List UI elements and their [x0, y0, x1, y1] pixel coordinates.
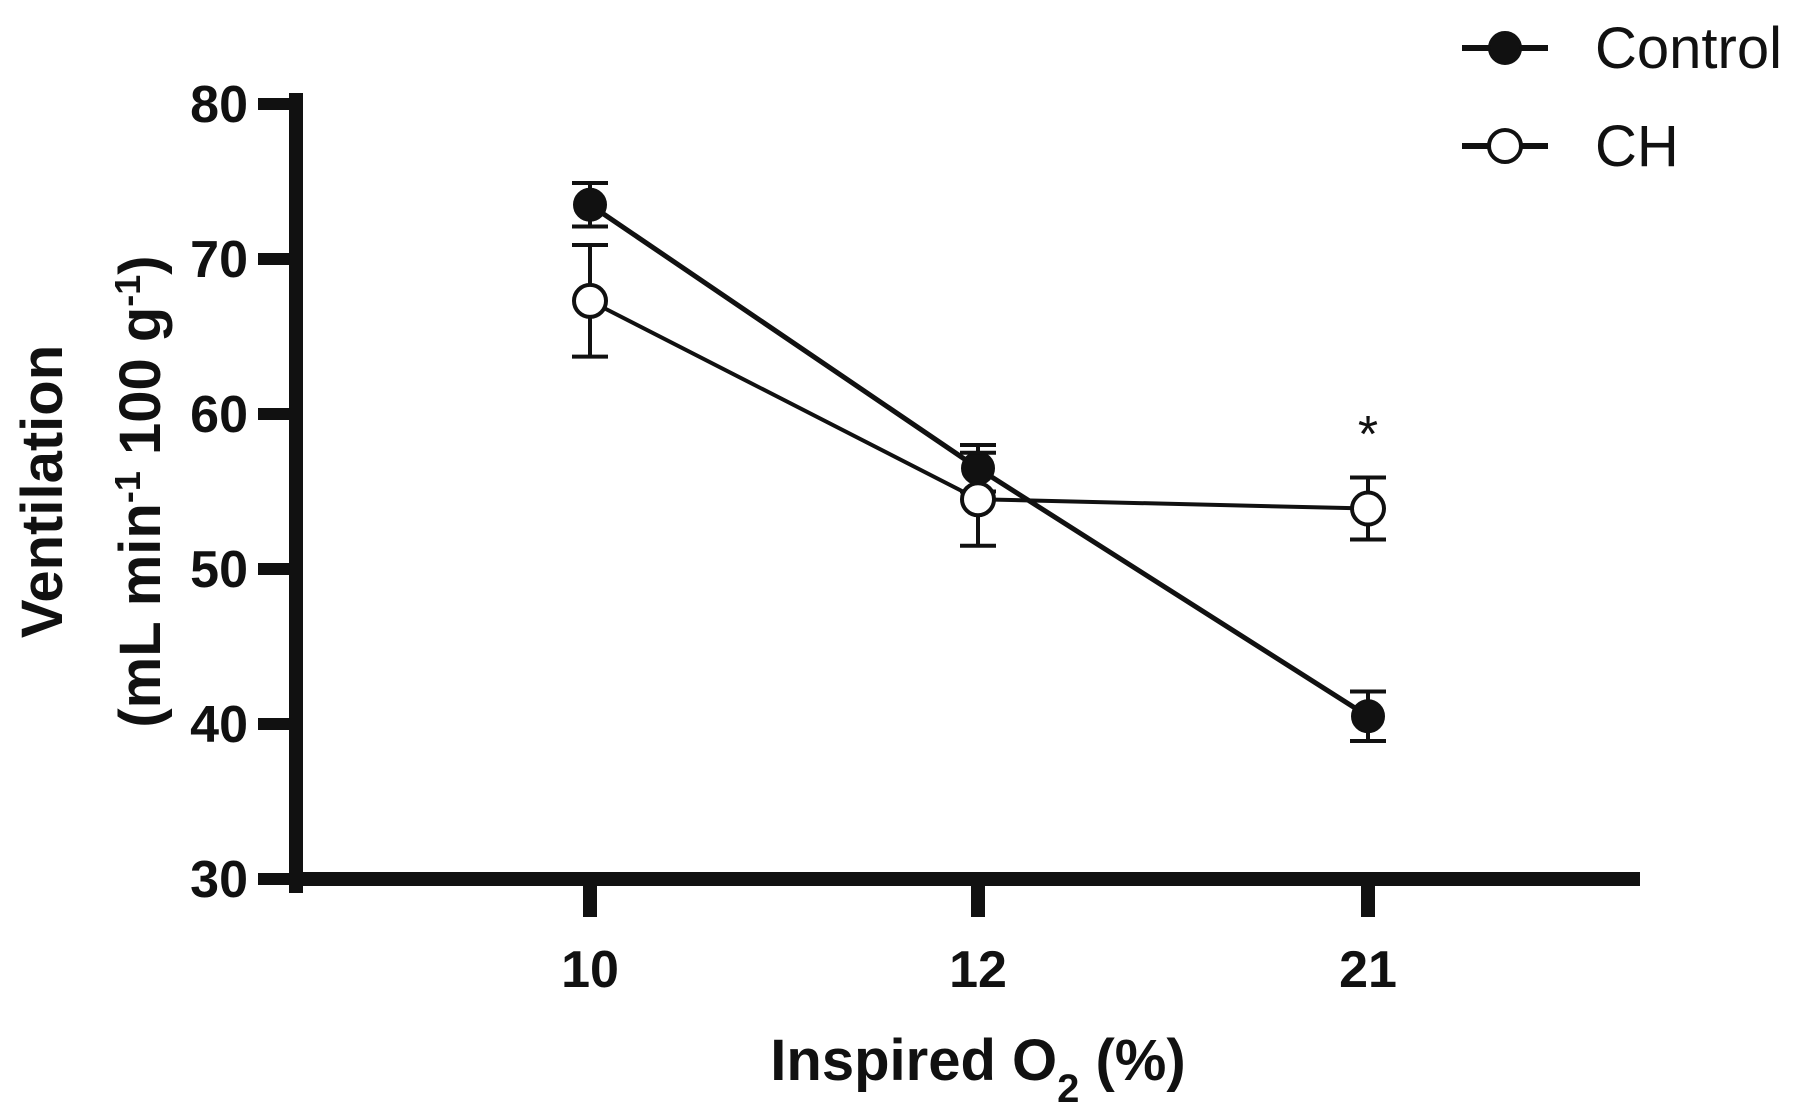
axes: 30 40 50 60 70 80 10 12 21 [190, 76, 1640, 999]
legend-item-control: Control [1462, 16, 1782, 81]
x-axis-title-subscript: 2 [1057, 1067, 1079, 1104]
x-tick-label-10: 10 [561, 941, 619, 999]
series-ch [572, 243, 1386, 548]
y-axis-title: Ventilation [10, 345, 75, 638]
y-tick-label-50: 50 [190, 541, 248, 599]
y-tick-label-30: 30 [190, 851, 248, 909]
y-axis-units: (mL min-1 100 g-1) [107, 255, 174, 727]
legend-label-control: Control [1595, 16, 1782, 81]
legend-marker-ch [1487, 128, 1523, 164]
legend: Control CH [1462, 16, 1782, 179]
legend-marker-control [1488, 31, 1522, 65]
point-control-21 [1351, 699, 1385, 734]
y-units-sup-2: -1 [107, 275, 148, 307]
y-tick-label-70: 70 [190, 231, 248, 289]
series-layer: * [572, 181, 1386, 744]
point-ch-10 [572, 282, 608, 319]
x-axis-title-main: Inspired O [770, 1028, 1057, 1093]
significance-asterisk: * [1358, 406, 1378, 464]
y-tick-label-60: 60 [190, 386, 248, 444]
y-units-part-1: (mL min [108, 503, 173, 728]
y-units-sup-1: -1 [107, 471, 148, 503]
x-tick-label-12: 12 [949, 941, 1007, 999]
y-tick-label-40: 40 [190, 696, 248, 754]
y-axis-title-line1: Ventilation [10, 345, 75, 638]
y-units-part-2: 100 g [108, 307, 173, 471]
y-units-part-3: ) [108, 255, 173, 274]
x-axis-title: Inspired O2 (%) [770, 1028, 1185, 1104]
point-ch-12 [960, 481, 996, 518]
y-tick-label-80: 80 [190, 76, 248, 134]
x-tick-label-21: 21 [1339, 941, 1397, 999]
point-ch-21 [1350, 490, 1386, 527]
legend-item-ch: CH [1462, 114, 1679, 179]
legend-label-ch: CH [1595, 114, 1679, 179]
point-control-10 [573, 187, 607, 222]
x-axis-title-suffix: (%) [1079, 1028, 1185, 1093]
